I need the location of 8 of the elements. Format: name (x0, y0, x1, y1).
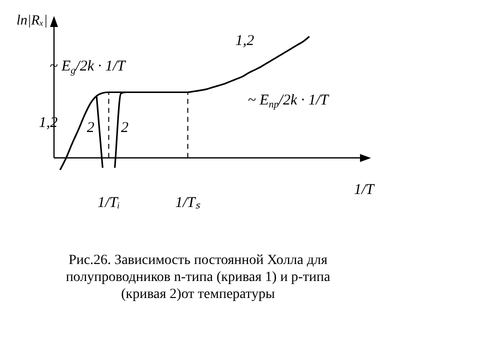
series-label: 2 (121, 120, 130, 136)
text: 1,2 (235, 33, 254, 50)
x-tick-label: 1/Tₛ (175, 194, 200, 211)
x-axis-title: 1/T (354, 182, 376, 198)
y-axis-title: ln|Rₓ| (16, 14, 48, 29)
text: Рис.26. Зависимость постоянной Холла для полупроводников n-типа (кривая 1) и p-типа (кривая 2)от температуры (64, 252, 332, 303)
x-tick-label: 1/Tᵢ (98, 194, 120, 211)
series-label: 2 (86, 120, 95, 136)
